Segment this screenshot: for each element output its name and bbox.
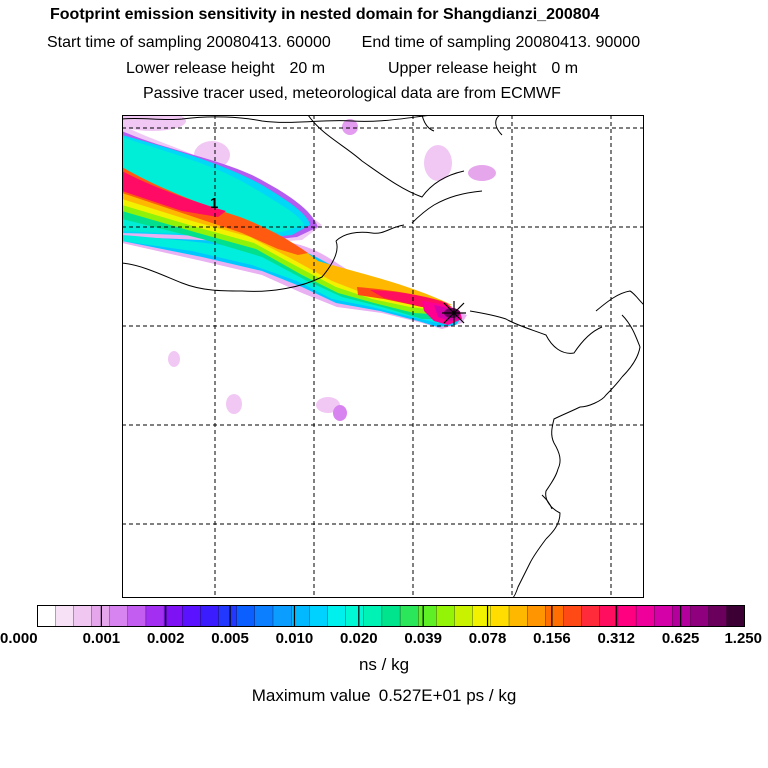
colorbar-cell (182, 605, 202, 627)
coastlines (122, 115, 644, 598)
colorbar-tick-label: 0.625 (661, 630, 700, 647)
colorbar-tick-label: 0.002 (146, 630, 185, 647)
colorbar (37, 605, 745, 627)
colorbar-cell (726, 605, 745, 627)
colorbar-cell (127, 605, 147, 627)
release-height-line: Lower release height 20 m Upper release … (126, 60, 578, 78)
colorbar-cell (163, 605, 183, 627)
colorbar-cell (37, 605, 56, 627)
colorbar-cell (635, 605, 655, 627)
colorbar-cell (418, 605, 438, 627)
colorbar-cell (327, 605, 347, 627)
colorbar-frame (37, 605, 745, 627)
colorbar-tick-label: 0.312 (597, 630, 636, 647)
station-star-marker (442, 301, 466, 325)
colorbar-cell (454, 605, 474, 627)
end-time-value: 20080413. 90000 (515, 34, 641, 51)
colorbar-major-dividers (100, 605, 682, 627)
colorbar-cell (73, 605, 93, 627)
colorbar-cell (708, 605, 728, 627)
colorbar-cell (109, 605, 129, 627)
colorbar-tick-label: 1.250 (724, 630, 762, 647)
colorbar-cell (145, 605, 165, 627)
colorbar-cell (254, 605, 274, 627)
colorbar-cell (309, 605, 329, 627)
colorbar-cells (37, 605, 745, 627)
colorbar-cell (54, 605, 74, 627)
end-time-label: End time of sampling (361, 34, 512, 51)
footprint-plume (122, 125, 467, 329)
colorbar-cell (563, 605, 583, 627)
colorbar-cell (345, 605, 365, 627)
colorbar-cell (599, 605, 619, 627)
colorbar-tick-label: 0.078 (468, 630, 507, 647)
colorbar-cell (690, 605, 710, 627)
colorbar-cell (581, 605, 601, 627)
colorbar-tick-label: 0.010 (275, 630, 314, 647)
colorbar-tick-label: 0.000 (0, 630, 38, 647)
tracer-note: Passive tracer used, meteorological data… (143, 85, 561, 102)
low-sensitivity-patches (122, 115, 496, 421)
lower-height-label: Lower release height (126, 60, 275, 77)
colorbar-cell (399, 605, 419, 627)
colorbar-cell (436, 605, 456, 627)
footprint-map: 1 (122, 115, 644, 598)
colorbar-cell (363, 605, 383, 627)
colorbar-cell (508, 605, 528, 627)
colorbar-units: ns / kg (358, 655, 410, 674)
plot-title: Footprint emission sensitivity in nested… (50, 6, 600, 23)
colorbar-cell (218, 605, 238, 627)
upper-height-value: 0 m (551, 60, 579, 77)
colorbar-cell (381, 605, 401, 627)
colorbar-cell (236, 605, 256, 627)
start-time-label: Start time of sampling (47, 34, 202, 51)
colorbar-cell (472, 605, 492, 627)
colorbar-cell (200, 605, 220, 627)
map-frame (122, 115, 644, 598)
colorbar-cell (672, 605, 692, 627)
colorbar-cell (526, 605, 546, 627)
contour-label: 1 (210, 195, 218, 212)
colorbar-cell (545, 605, 565, 627)
colorbar-tick-label: 0.020 (340, 630, 378, 647)
lower-height-value: 20 m (289, 60, 326, 77)
graticule (122, 115, 644, 598)
colorbar-tick-label: 0.039 (404, 630, 442, 647)
upper-height-label: Upper release height (387, 60, 537, 77)
start-time-value: 20080413. 60000 (206, 34, 331, 51)
maximum-value-line: Maximum value 0.527E+01 ps / kg (0, 686, 768, 706)
sampling-time-line: Start time of sampling 20080413. 60000 E… (47, 34, 640, 52)
colorbar-tick-label: 0.156 (533, 630, 571, 647)
maximum-value-label: Maximum value (251, 686, 371, 705)
colorbar-cell (272, 605, 292, 627)
colorbar-cell (490, 605, 510, 627)
colorbar-tick-label: 0.005 (211, 630, 249, 647)
colorbar-cell (617, 605, 637, 627)
colorbar-cell (654, 605, 674, 627)
colorbar-tick-label: 0.001 (82, 630, 121, 647)
maximum-value: 0.527E+01 ps / kg (378, 686, 517, 705)
